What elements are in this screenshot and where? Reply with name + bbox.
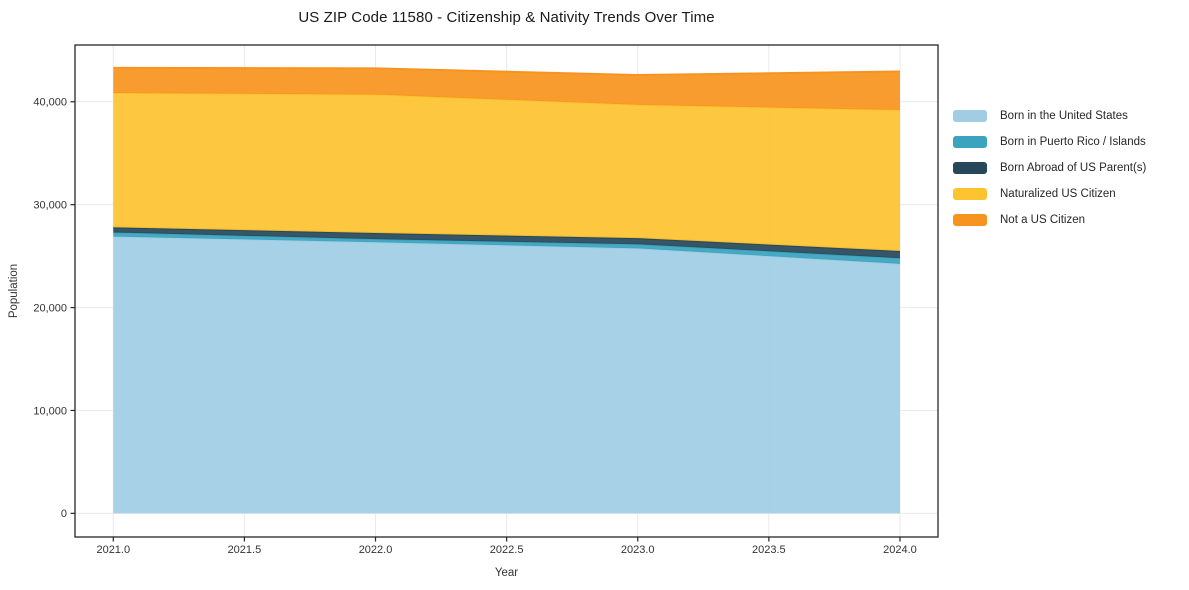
legend-swatch: [953, 214, 987, 226]
legend-item: Naturalized US Citizen: [953, 181, 1146, 207]
y-tick-label: 10,000: [33, 405, 67, 417]
y-tick-label: 30,000: [33, 199, 67, 211]
legend-item: Born Abroad of US Parent(s): [953, 155, 1146, 181]
area-naturalized-us-citizen: [113, 93, 900, 251]
x-tick-label: 2022.0: [359, 544, 393, 556]
legend-swatch: [953, 162, 987, 174]
x-tick-label: 2024.0: [883, 544, 917, 556]
y-axis-label: Population: [8, 264, 20, 318]
legend-label: Born in the United States: [1000, 110, 1128, 122]
legend-item: Not a US Citizen: [953, 207, 1146, 233]
legend-item: Born in Puerto Rico / Islands: [953, 129, 1146, 155]
legend: Born in the United States Born in Puerto …: [953, 103, 1146, 233]
legend-item: Born in the United States: [953, 103, 1146, 129]
x-tick-label: 2021.5: [228, 544, 262, 556]
legend-swatch: [953, 110, 987, 122]
area-not-a-us-citizen: [113, 67, 900, 111]
legend-label: Born Abroad of US Parent(s): [1000, 162, 1147, 174]
x-axis-label: Year: [495, 567, 518, 579]
legend-label: Not a US Citizen: [1000, 214, 1086, 226]
x-tick-label: 2022.5: [490, 544, 524, 556]
y-tick-label: 20,000: [33, 302, 67, 314]
legend-label: Naturalized US Citizen: [1000, 188, 1116, 200]
x-tick-label: 2021.0: [96, 544, 130, 556]
x-tick-label: 2023.0: [621, 544, 655, 556]
y-tick-label: 0: [61, 508, 67, 520]
area-born-in-puerto-rico-islands: [113, 232, 900, 264]
area-edge-not-a-us-citizen: [113, 66, 900, 77]
legend-label: Born in Puerto Rico / Islands: [1000, 136, 1146, 148]
x-tick-label: 2023.5: [752, 544, 786, 556]
chart-title: US ZIP Code 11580 - Citizenship & Nativi…: [298, 9, 715, 26]
area-born-abroad-of-us-parent-s-: [113, 227, 900, 259]
area-born-in-the-united-states: [113, 236, 900, 514]
legend-swatch: [953, 188, 987, 200]
y-tick-label: 40,000: [33, 97, 67, 109]
legend-swatch: [953, 136, 987, 148]
